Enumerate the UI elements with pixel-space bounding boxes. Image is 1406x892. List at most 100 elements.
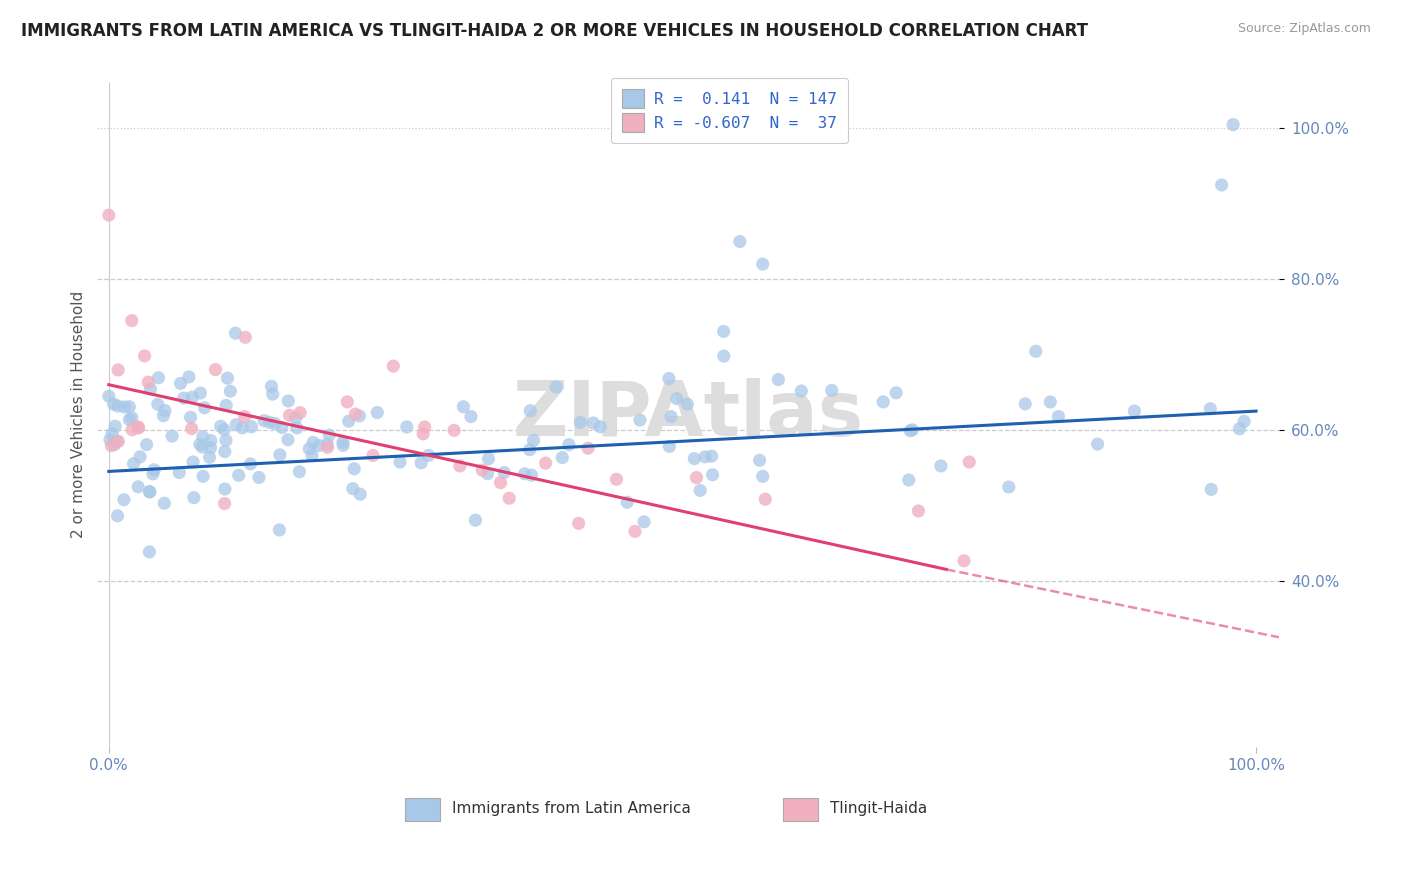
Point <box>344 407 367 421</box>
Point <box>191 469 214 483</box>
Point <box>127 420 149 434</box>
Point <box>1233 414 1256 428</box>
Point <box>318 428 340 442</box>
Point <box>453 400 475 414</box>
Point <box>728 235 751 249</box>
Point <box>665 392 688 406</box>
Point <box>546 380 568 394</box>
Point <box>411 456 433 470</box>
Point <box>685 470 707 484</box>
Point <box>173 391 195 405</box>
Point <box>713 325 735 339</box>
Point <box>522 434 544 448</box>
Point <box>332 435 354 450</box>
Point <box>898 424 921 438</box>
Point <box>754 492 776 507</box>
Point <box>247 470 270 484</box>
Point <box>100 439 122 453</box>
Point <box>122 457 145 471</box>
Point <box>285 421 308 435</box>
Point <box>1222 118 1244 132</box>
Text: IMMIGRANTS FROM LATIN AMERICA VS TLINGIT-HAIDA 2 OR MORE VEHICLES IN HOUSEHOLD C: IMMIGRANTS FROM LATIN AMERICA VS TLINGIT… <box>21 22 1088 40</box>
Point <box>143 463 166 477</box>
Point <box>191 440 214 454</box>
Point <box>215 398 238 412</box>
Point <box>520 468 543 483</box>
Point <box>200 441 222 455</box>
Point <box>103 397 125 411</box>
Point <box>200 434 222 448</box>
Point <box>112 400 135 414</box>
Point <box>658 371 681 385</box>
Point <box>253 414 276 428</box>
Point <box>228 468 250 483</box>
Point <box>214 496 236 510</box>
Point <box>1087 437 1109 451</box>
Point <box>342 482 364 496</box>
Point <box>821 384 844 398</box>
Point <box>534 456 557 470</box>
Point <box>389 455 412 469</box>
Point <box>209 419 232 434</box>
Point <box>316 437 339 451</box>
Point <box>101 426 124 441</box>
Point <box>284 411 307 425</box>
Point <box>884 385 907 400</box>
Point <box>413 420 436 434</box>
Point <box>219 384 242 399</box>
Point <box>460 409 482 424</box>
Point <box>181 390 204 404</box>
Point <box>107 399 129 413</box>
Point <box>901 423 924 437</box>
Point <box>260 379 283 393</box>
Point <box>169 376 191 391</box>
Point <box>633 515 655 529</box>
Point <box>167 466 190 480</box>
Point <box>343 462 366 476</box>
Point <box>152 409 174 423</box>
Point <box>181 455 204 469</box>
Point <box>1014 397 1036 411</box>
Point <box>337 414 360 428</box>
Point <box>231 421 253 435</box>
Point <box>361 449 384 463</box>
Point <box>193 401 215 415</box>
Point <box>148 371 170 385</box>
Point <box>477 451 499 466</box>
Point <box>146 397 169 411</box>
Point <box>751 469 773 483</box>
Point <box>262 387 284 401</box>
Point <box>332 438 354 452</box>
Point <box>336 395 359 409</box>
Point <box>97 208 120 222</box>
Point <box>464 513 486 527</box>
Point <box>138 545 160 559</box>
Point <box>659 409 682 424</box>
Point <box>1025 344 1047 359</box>
Point <box>107 434 129 449</box>
Point <box>551 450 574 465</box>
Point <box>214 482 236 496</box>
Point <box>702 467 724 482</box>
Point <box>872 395 894 409</box>
Point <box>214 444 236 458</box>
Point <box>349 487 371 501</box>
FancyBboxPatch shape <box>783 797 818 821</box>
Point <box>471 463 494 477</box>
Point <box>225 417 247 432</box>
Point <box>105 434 128 449</box>
Point <box>217 371 239 385</box>
Text: ZIPAtlas: ZIPAtlas <box>513 378 863 452</box>
Point <box>953 554 976 568</box>
Point <box>264 417 287 431</box>
Point <box>751 257 773 271</box>
Point <box>233 330 256 344</box>
Point <box>1211 178 1233 192</box>
Point <box>676 397 699 411</box>
Point <box>121 410 143 425</box>
Point <box>568 516 591 531</box>
Point <box>713 349 735 363</box>
Point <box>277 433 299 447</box>
Point <box>589 420 612 434</box>
Point <box>177 370 200 384</box>
